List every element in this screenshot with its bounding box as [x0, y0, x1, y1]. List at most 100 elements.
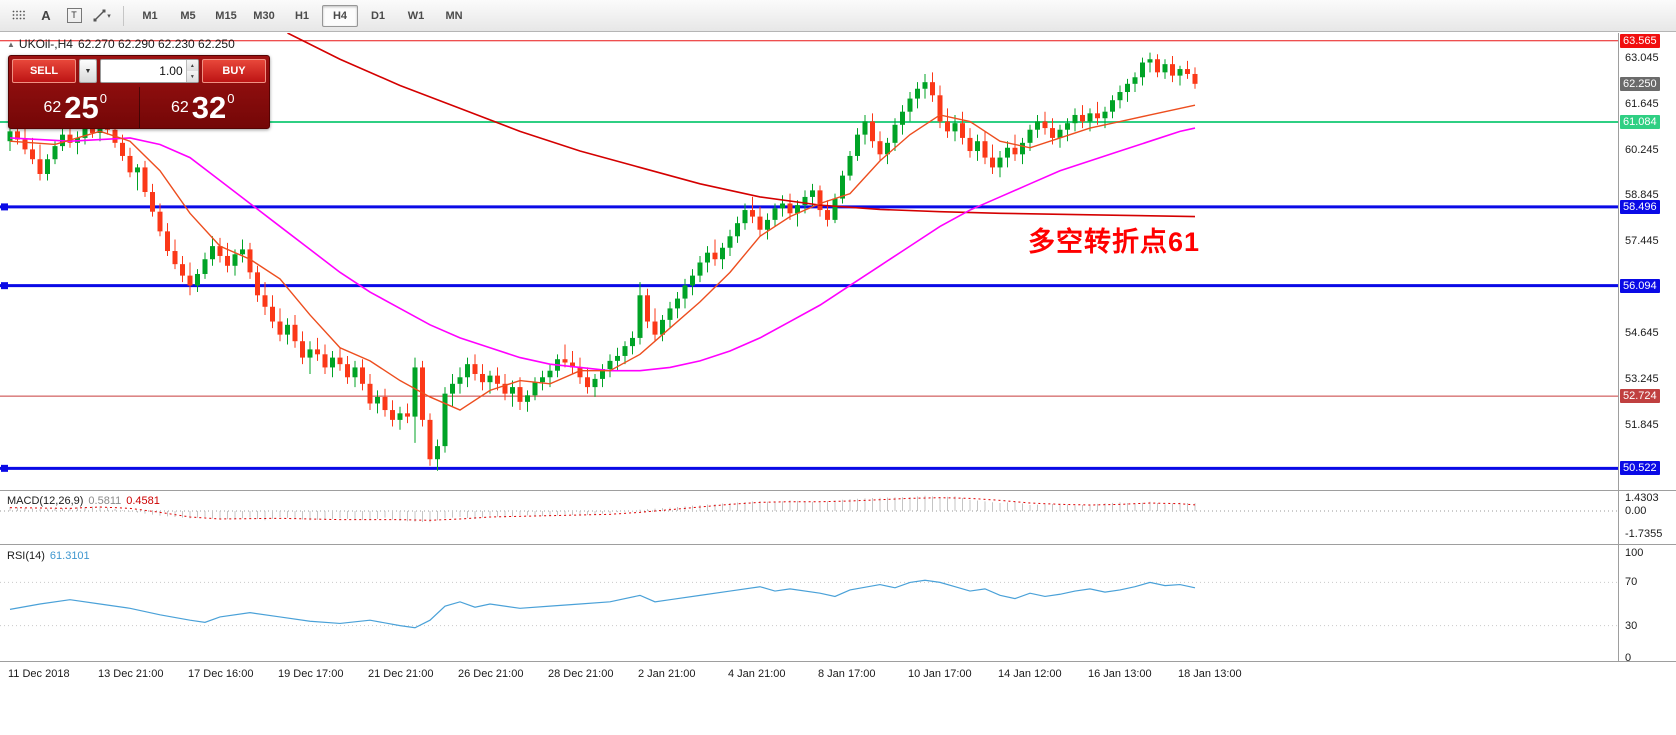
text-box-glyph: T [66, 8, 82, 23]
time-label-10: 10 Jan 17:00 [908, 668, 972, 680]
buy-price-pips: 32 [191, 90, 227, 125]
volume-spin-down-button[interactable]: ▼ [186, 71, 198, 82]
volume-field-wrap: ▲ ▼ [100, 59, 199, 83]
rsi-name: RSI(14) [7, 550, 45, 562]
timeframe-button-m1[interactable]: M1 [142, 9, 158, 22]
price-badge-50.522: 50.522 [1620, 461, 1660, 476]
time-label-2: 17 Dec 16:00 [188, 668, 254, 680]
price-scale[interactable]: 63.045 61.645 60.245 58.845 57.445 54.645 53.2… [1619, 0, 1676, 690]
price-label-63.045: 63.045 [1625, 51, 1659, 64]
volume-spinner: ▲ ▼ [185, 60, 198, 82]
macd-scale-1.4303: 1.4303 [1625, 492, 1659, 504]
timeframe-button-h1[interactable]: H1 [294, 9, 310, 22]
volume-input[interactable] [101, 60, 186, 82]
candles [7, 52, 1198, 471]
time-axis[interactable]: 11 Dec 2018 13 Dec 21:00 17 Dec 16:00 19 De… [0, 662, 1618, 690]
time-label-8: 4 Jan 21:00 [728, 668, 786, 680]
buy-button[interactable]: BUY [202, 59, 266, 83]
macd-histogram [9, 495, 1196, 523]
price-badge-61.084: 61.084 [1620, 115, 1660, 130]
time-label-3: 19 Dec 17:00 [278, 668, 344, 680]
macd-canvas[interactable] [0, 491, 1618, 544]
timeframe-button-m30[interactable]: M30 [253, 9, 275, 22]
macd-signal-value: 0.4581 [126, 495, 160, 507]
text-box-icon[interactable]: T [61, 3, 87, 29]
rsi-line [9, 579, 1196, 629]
line-handle[interactable] [1, 203, 8, 211]
timeframe-button-m15[interactable]: M15 [215, 9, 237, 22]
price-badge-52.724: 52.724 [1620, 389, 1660, 404]
sell-price-sup: 0 [99, 91, 107, 106]
rsi-scale-0: 0 [1625, 652, 1632, 664]
sell-button[interactable]: SELL [12, 59, 76, 83]
sell-price-display[interactable]: 62 25 0 [12, 85, 139, 130]
rsi-scale-100: 100 [1625, 547, 1644, 559]
timeframe-button-w1[interactable]: W1 [407, 9, 425, 22]
annotation-text[interactable]: 多空转折点61 [1028, 227, 1201, 257]
macd-label: MACD(12,26,9) 0.5811 0.4581 [7, 495, 160, 507]
line-handle[interactable] [1, 464, 8, 472]
volume-dropdown-button[interactable]: ▼ [79, 59, 97, 83]
timeframe-button-h4[interactable]: H4 [322, 4, 358, 27]
time-label-7: 2 Jan 21:00 [638, 668, 696, 680]
volume-spin-up-button[interactable]: ▲ [186, 60, 198, 71]
timeframe-buttons: M1 M5 M15 M30 H1 H4 D1 W1 MN [132, 4, 472, 27]
price-label-54.645: 54.645 [1625, 327, 1659, 340]
toolbar-separator [123, 5, 124, 26]
timeframe-button-m5[interactable]: M5 [180, 9, 196, 22]
time-label-13: 18 Jan 13:00 [1178, 668, 1242, 680]
rsi-label: RSI(14) 61.3101 [7, 550, 90, 562]
trendline-glyph [93, 9, 106, 22]
macd-scale--1.7355: -1.7355 [1625, 528, 1663, 541]
time-label-1: 13 Dec 21:00 [98, 668, 164, 680]
time-label-6: 28 Dec 21:00 [548, 668, 614, 680]
price-badge-58.496: 58.496 [1620, 199, 1660, 214]
rsi-scale-30: 30 [1625, 619, 1638, 632]
rsi-canvas[interactable] [0, 545, 1618, 661]
trendline-icon[interactable]: ▾ [89, 3, 115, 29]
toolbar: A T ▾ M1 M5 M15 M30 H1 H4 D1 W1 MN [0, 0, 1676, 32]
price-divider [138, 87, 140, 128]
rsi-scale-70: 70 [1625, 576, 1638, 589]
panel-separator [0, 661, 1676, 662]
price-label-58.845: 58.845 [1625, 189, 1659, 202]
line-handle[interactable] [1, 282, 8, 290]
macd-name: MACD(12,26,9) [7, 495, 84, 507]
text-label-icon[interactable]: A [41, 8, 51, 23]
panel-separator [0, 544, 1676, 545]
ma-fast-line [9, 104, 1196, 411]
sell-price-big: 62 [43, 98, 62, 116]
collapse-arrow-icon[interactable]: ▲ [7, 40, 15, 49]
time-label-9: 8 Jan 17:00 [818, 668, 876, 680]
price-label-51.845: 51.845 [1625, 418, 1659, 431]
buy-price-display[interactable]: 62 32 0 [140, 85, 267, 130]
buy-price-sup: 0 [227, 91, 235, 106]
chart-canvas[interactable] [0, 33, 1618, 490]
timeframe-button-d1[interactable]: D1 [370, 9, 386, 22]
time-label-5: 26 Dec 21:00 [458, 668, 524, 680]
chart-header: ▲ UKOil-,H4 62.270 62.290 62.230 62.250 [7, 37, 235, 51]
macd-scale-0.00: 0.00 [1625, 505, 1647, 517]
price-badge-56.094: 56.094 [1620, 278, 1660, 293]
one-click-trading-panel: SELL ▼ ▲ ▼ BUY 62 25 0 62 32 0 [8, 55, 270, 129]
price-badge-63.565: 63.565 [1620, 33, 1660, 48]
chart-symbol-label: UKOil-,H4 [18, 37, 73, 51]
grid-dots [12, 10, 25, 19]
price-badge-62.250: 62.250 [1620, 76, 1660, 91]
buy-price-big: 62 [170, 98, 189, 116]
chart-ohlc-values: 62.270 62.290 62.230 62.250 [77, 37, 235, 51]
sell-price-pips: 25 [64, 90, 99, 125]
time-label-4: 21 Dec 21:00 [368, 668, 434, 680]
time-label-0: 11 Dec 2018 [8, 668, 70, 680]
macd-main-value: 0.5811 [88, 495, 122, 507]
rsi-value: 61.3101 [49, 550, 90, 562]
ma-mid-line [9, 127, 1196, 372]
macd-signal-line [9, 497, 1196, 521]
price-scale-border [1618, 33, 1619, 661]
price-label-61.645: 61.645 [1625, 97, 1659, 110]
price-label-53.245: 53.245 [1625, 373, 1659, 386]
panel-separator [0, 490, 1676, 491]
price-label-57.445: 57.445 [1625, 235, 1659, 248]
grid-icon[interactable] [5, 3, 31, 29]
timeframe-button-mn[interactable]: MN [445, 9, 463, 22]
